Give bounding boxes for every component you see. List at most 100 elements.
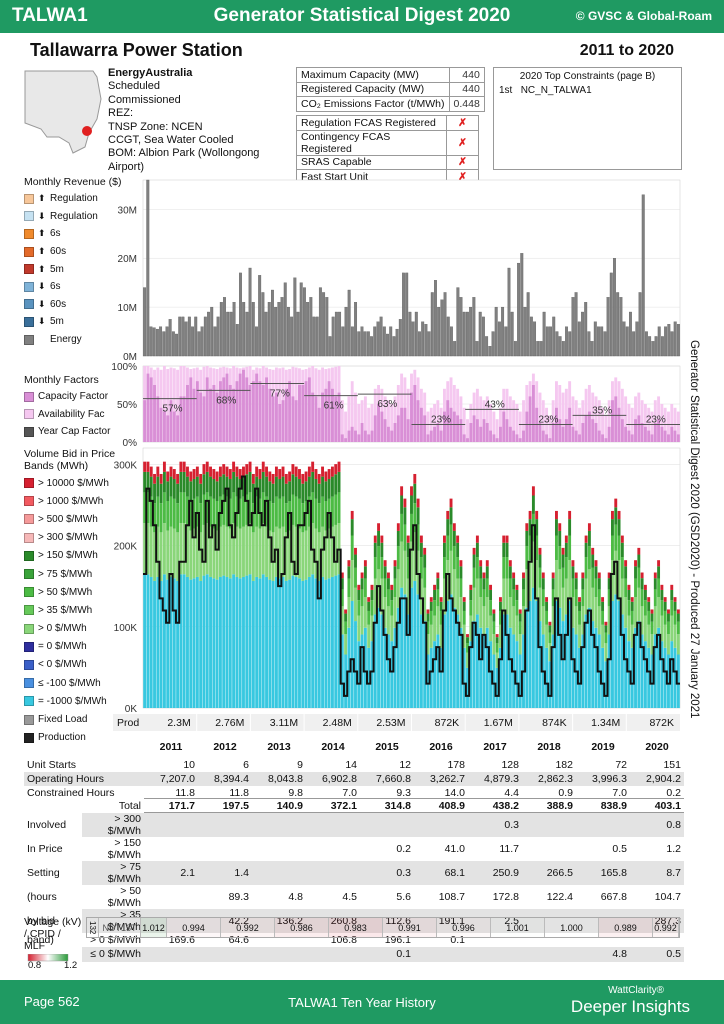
legend-swatch	[24, 569, 34, 580]
availability-bar	[578, 407, 581, 442]
production-line	[143, 475, 680, 697]
revenue-bar	[379, 316, 383, 357]
bid-band-segment	[169, 466, 173, 477]
stats-cell: 14	[345, 759, 357, 771]
capacity-bar	[670, 426, 674, 442]
capacity-bar	[604, 438, 608, 442]
bid-band-segment	[558, 523, 562, 531]
mlf-cell: 0.986	[275, 918, 329, 937]
bid-band-segment	[650, 654, 654, 708]
legend-label: > 500 $/MWh	[38, 513, 98, 525]
flag-label: Regulation FCAS Registered	[296, 115, 447, 131]
bid-band-segment	[228, 469, 232, 479]
revenue-bar	[264, 311, 268, 357]
bid-band-segment	[558, 607, 562, 708]
year-header: 2020	[645, 741, 669, 753]
brand-deeper-insights: Deeper Insights	[570, 997, 690, 1016]
revenue-bar	[657, 326, 661, 357]
bid-band-segment	[248, 574, 252, 708]
bid-band-segment	[281, 476, 285, 497]
availability-bar	[393, 396, 397, 442]
stats-label: Operating Hours	[24, 772, 144, 786]
capacity-bar	[347, 430, 351, 442]
bid-band-segment	[442, 578, 446, 615]
bid-band-segment	[660, 600, 664, 616]
revenue-bar	[526, 292, 530, 357]
legend-swatch	[24, 478, 34, 489]
bid-band-segment	[330, 466, 334, 477]
bid-band-segment	[284, 483, 288, 504]
capacity-bar	[643, 426, 647, 442]
mlf-cell: 0.994	[167, 918, 221, 937]
bid-band-segment	[265, 476, 268, 497]
bid-band-segment	[186, 476, 189, 497]
capacity-bar	[192, 388, 196, 442]
row-label-line: (hours	[27, 890, 57, 903]
bid-band-segment	[416, 524, 420, 551]
bid-band-segment	[228, 498, 232, 529]
bid-band-segment	[363, 597, 367, 628]
flag-value: ✗	[446, 154, 479, 170]
revenue-bar	[577, 321, 581, 357]
capacity-bar	[462, 434, 466, 442]
bid-band-segment	[597, 572, 601, 579]
bid-band-segment	[317, 483, 321, 504]
bid-band-segment	[291, 494, 295, 525]
capacity-bar	[627, 430, 631, 442]
bid-band-segment	[508, 560, 512, 567]
bid-band-segment	[400, 513, 404, 542]
bid-band-segment	[403, 498, 407, 508]
bid-band-segment	[390, 641, 394, 708]
revenue-bar	[274, 306, 278, 357]
revenue-bar	[568, 331, 572, 357]
capacity-bar	[298, 385, 301, 442]
bid-band-segment	[643, 615, 647, 642]
capacity-bar	[321, 392, 324, 442]
revenue-bar	[590, 341, 594, 357]
station-info: EnergyAustralia Scheduled Commissioned R…	[108, 67, 259, 174]
capacity-bar	[581, 423, 585, 442]
bid-band-segment	[235, 476, 239, 497]
price-band-cell	[306, 947, 360, 962]
capacity-bar	[294, 400, 298, 442]
total-cell: 438.2	[468, 797, 522, 814]
bid-band-segment	[676, 634, 680, 655]
bid-band-segment	[396, 607, 400, 708]
bid-band-segment	[462, 601, 466, 611]
capacity-bar	[330, 388, 334, 442]
bid-band-segment	[624, 597, 628, 628]
bid-band-segment	[182, 492, 186, 524]
bid-band-segment	[242, 476, 245, 497]
bid-band-segment	[525, 569, 529, 608]
price-band-label: ≤ 0 $/MWh	[82, 947, 144, 962]
capacity-bar	[284, 388, 288, 442]
bid-band-segment	[205, 492, 209, 524]
bid-band-segment	[525, 523, 529, 531]
availability-bar	[396, 385, 400, 442]
legend-item: ⬇ 6s	[24, 278, 134, 296]
bid-band-segment	[370, 641, 374, 708]
capacity-bar	[436, 423, 440, 442]
bid-band-segment	[492, 613, 496, 622]
bid-band-segment	[251, 503, 255, 533]
availability-bar	[581, 400, 585, 442]
capacity-bar	[146, 373, 150, 442]
legend-title: Monthly Factors	[24, 374, 99, 386]
bid-band-segment	[630, 624, 634, 648]
year-cap-factor-label: 68%	[216, 395, 236, 406]
bid-band-segment	[531, 486, 535, 496]
bid-band-segment	[235, 576, 239, 708]
bid-band-segment	[607, 606, 611, 635]
bid-band-segment	[591, 547, 595, 555]
bid-band-segment	[630, 647, 634, 708]
bid-band-segment	[284, 580, 288, 708]
bid-band-segment	[538, 567, 542, 588]
revenue-bar	[165, 326, 169, 357]
revenue-bar	[539, 341, 543, 357]
price-band-cell	[144, 812, 198, 837]
bid-band-segment	[663, 610, 667, 625]
bid-band-segment	[383, 597, 387, 628]
revenue-bar	[450, 326, 453, 357]
capacity-bar	[202, 396, 206, 442]
capacity-bar	[578, 434, 581, 442]
